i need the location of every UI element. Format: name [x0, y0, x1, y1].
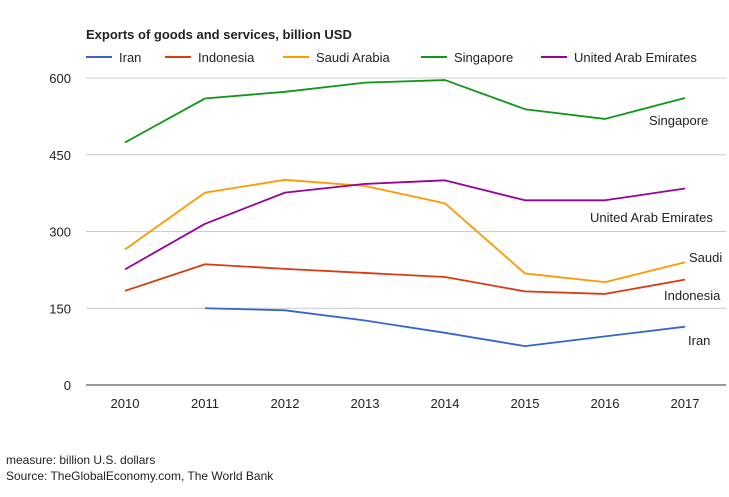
x-tick-label: 2011	[191, 396, 219, 411]
chart-title: Exports of goods and services, billion U…	[86, 27, 352, 42]
y-tick-label: 450	[49, 148, 71, 163]
end-label-united-arab-emirates: United Arab Emirates	[590, 210, 713, 225]
measure-note: measure: billion U.S. dollars	[6, 453, 156, 467]
x-tick-label: 2013	[351, 396, 380, 411]
x-tick-label: 2014	[431, 396, 460, 411]
end-label-saudi-arabia: Saudi	[689, 250, 722, 265]
end-label-indonesia: Indonesia	[664, 288, 721, 303]
x-tick-label: 2010	[111, 396, 140, 411]
legend-label: Saudi Arabia	[316, 50, 390, 65]
x-axis-ticks: 2010 2011 2012 2013 2014 2015 2016 2017	[111, 396, 700, 411]
end-label-iran: Iran	[688, 333, 710, 348]
line-chart: Exports of goods and services, billion U…	[49, 27, 726, 411]
legend-label: Indonesia	[198, 50, 255, 65]
legend-item-iran[interactable]: Iran	[86, 50, 141, 65]
legend-item-singapore[interactable]: Singapore	[421, 50, 513, 65]
end-label-singapore: Singapore	[649, 113, 708, 128]
y-tick-label: 0	[64, 378, 71, 393]
series-line-indonesia	[124, 263, 686, 295]
series-line-singapore	[124, 79, 686, 144]
legend-item-indonesia[interactable]: Indonesia	[165, 50, 255, 65]
x-tick-label: 2017	[671, 396, 700, 411]
legend: Iran Indonesia Saudi Arabia Singapore United…	[86, 50, 697, 65]
gridlines	[86, 77, 726, 386]
series-lines	[124, 79, 686, 348]
legend-label: United Arab Emirates	[574, 50, 697, 65]
series-line-saudi-arabia	[124, 178, 686, 284]
legend-label: Iran	[119, 50, 141, 65]
legend-item-united-arab-emirates[interactable]: United Arab Emirates	[541, 50, 697, 65]
y-tick-label: 300	[49, 225, 71, 240]
series-end-labels: Iran Indonesia Saudi Singapore United Arab E…	[590, 113, 722, 348]
y-axis-ticks: 0 150 300 450 600	[49, 71, 71, 393]
y-tick-label: 150	[49, 301, 71, 316]
legend-item-saudi-arabia[interactable]: Saudi Arabia	[283, 50, 390, 65]
x-tick-label: 2015	[511, 396, 540, 411]
x-tick-label: 2016	[591, 396, 620, 411]
legend-label: Singapore	[454, 50, 513, 65]
y-tick-label: 600	[49, 71, 71, 86]
x-tick-label: 2012	[271, 396, 300, 411]
series-line-iran	[204, 307, 686, 348]
series-line-united-arab-emirates	[124, 179, 686, 271]
source-note: Source: TheGlobalEconomy.com, The World …	[6, 469, 274, 483]
